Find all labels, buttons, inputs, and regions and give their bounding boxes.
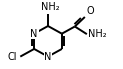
Text: NH₂: NH₂ — [41, 2, 60, 12]
Text: NH₂: NH₂ — [88, 29, 107, 39]
Text: N: N — [31, 29, 38, 39]
Text: O: O — [86, 6, 94, 16]
Text: N: N — [44, 52, 52, 62]
Text: Cl: Cl — [8, 52, 17, 62]
